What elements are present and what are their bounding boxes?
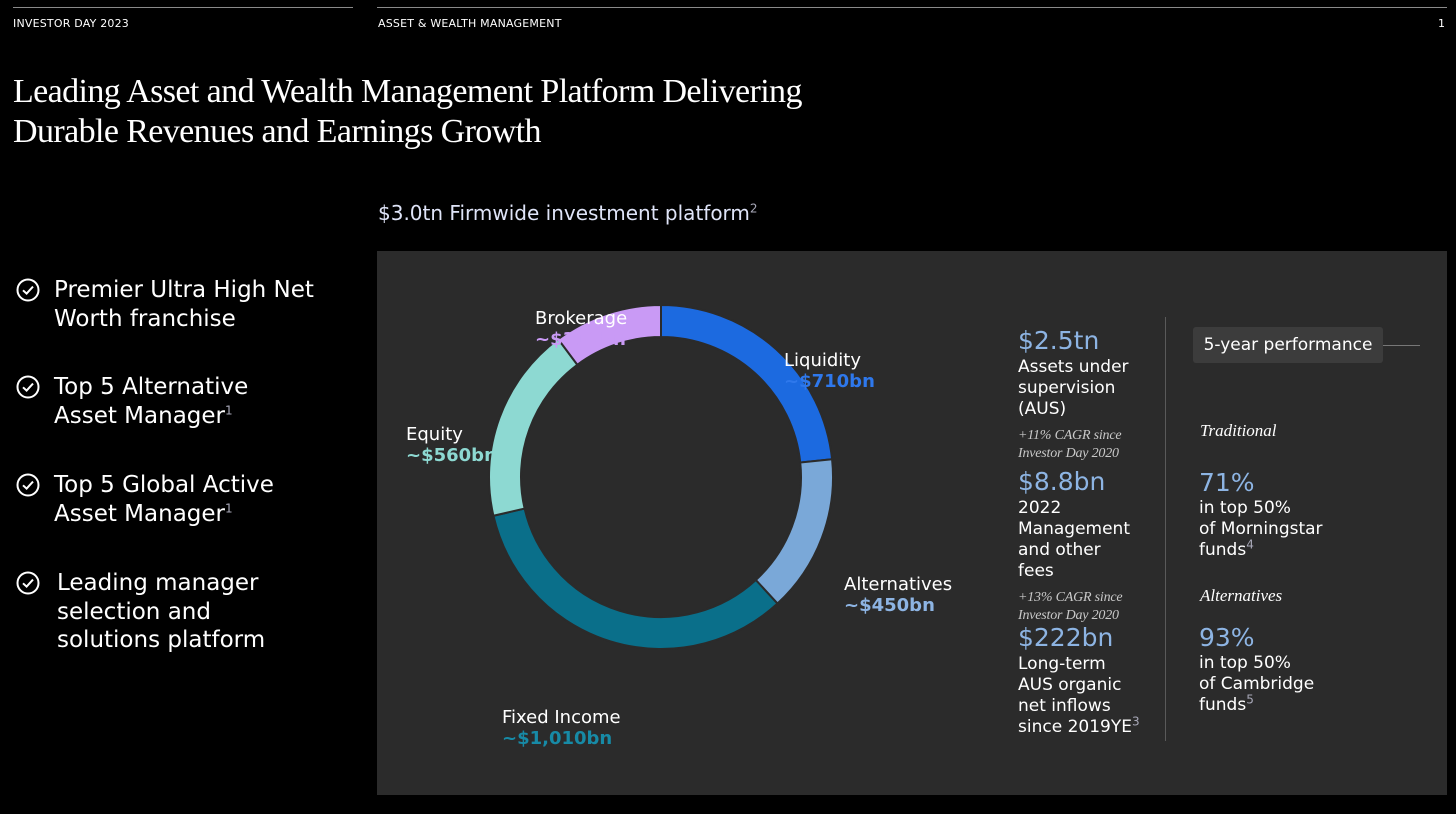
- bullet-2-text: Top 5 Alternative Asset Manager1: [54, 373, 284, 430]
- slice-value-alternatives: ~$450bn: [844, 595, 935, 616]
- perf-traditional-value: 71%: [1199, 468, 1255, 497]
- stat-aus-note: +11% CAGR since Investor Day 2020: [1018, 428, 1122, 461]
- slice-name-fixed-income: Fixed Income: [502, 707, 621, 728]
- slice-value-liquidity: ~$710bn: [784, 371, 875, 392]
- perf-alternatives-footnote: 5: [1246, 692, 1254, 707]
- check-circle-icon: [16, 375, 40, 399]
- header-rule-left: [13, 7, 353, 8]
- stat-fees-value: $8.8bn: [1018, 467, 1106, 496]
- slice-label-fixed-income: Fixed Income ~$1,010bn: [502, 707, 621, 749]
- check-circle-icon: [16, 571, 40, 595]
- stat-inflows-footnote: 3: [1131, 714, 1140, 729]
- bullet-3-label: Top 5 Global Active Asset Manager: [54, 472, 274, 527]
- chart-title-text: $3.0tn Firmwide investment platform: [378, 201, 750, 225]
- stat-fees-note: +13% CAGR since Investor Day 2020: [1018, 590, 1123, 623]
- perf-traditional-desc-3: funds: [1199, 540, 1247, 560]
- perf-alternatives: 93% in top 50% of Cambridge funds5: [1199, 623, 1359, 716]
- stat-fees-desc: 2022 Management and other fees: [1018, 498, 1138, 582]
- donut-slice-alternatives: [754, 458, 834, 605]
- bullet-3-text: Top 5 Global Active Asset Manager1: [54, 471, 294, 528]
- header-rule-right: [377, 7, 1447, 8]
- donut-chart: [488, 303, 834, 650]
- stat-fees-desc-text: 2022 Management and other fees: [1018, 498, 1130, 581]
- bullet-4-label: Leading manager selection and solutions …: [57, 570, 266, 653]
- stat-aus: $2.5tn Assets under supervision (AUS) +1…: [1018, 326, 1178, 463]
- performance-header: 5-year performance: [1193, 327, 1383, 363]
- platform-panel: Liquidity ~$710bn Alternatives ~$450bn F…: [377, 251, 1447, 795]
- stat-aus-value: $2.5tn: [1018, 326, 1100, 355]
- slice-value-fixed-income: ~$1,010bn: [502, 728, 613, 749]
- perf-traditional-desc-1: in top 50%: [1199, 498, 1291, 518]
- category-traditional: Traditional: [1200, 421, 1277, 440]
- slice-value-brokerage: ~$310bn: [535, 329, 626, 350]
- slice-label-equity: Equity ~$560bn: [406, 424, 497, 466]
- slice-name-alternatives: Alternatives: [844, 574, 953, 595]
- stat-inflows-value: $222bn: [1018, 623, 1114, 652]
- donut-slice-brokerage: [556, 303, 662, 367]
- perf-alternatives-desc: in top 50% of Cambridge funds5: [1199, 653, 1359, 716]
- bullet-3-footnote: 1: [225, 500, 233, 515]
- perf-alternatives-value: 93%: [1199, 623, 1255, 652]
- check-circle-icon: [16, 473, 40, 497]
- stat-fees: $8.8bn 2022 Management and other fees +1…: [1018, 467, 1178, 625]
- check-circle-icon: [16, 278, 40, 302]
- slice-label-alternatives: Alternatives ~$450bn: [844, 574, 952, 616]
- slice-name-liquidity: Liquidity: [784, 350, 862, 371]
- header-event: INVESTOR DAY 2023: [13, 17, 130, 30]
- slice-label-liquidity: Liquidity ~$710bn: [784, 350, 875, 392]
- page-title-line-1: Leading Asset and Wealth Management Plat…: [13, 73, 802, 110]
- perf-traditional-footnote: 4: [1246, 537, 1254, 552]
- page-title: Leading Asset and Wealth Management Plat…: [13, 72, 913, 152]
- page-title-line-2: Durable Revenues and Earnings Growth: [13, 113, 542, 150]
- page-number: 1: [1438, 17, 1446, 30]
- chart-title-footnote: 2: [749, 201, 758, 216]
- perf-alternatives-desc-3: funds: [1199, 695, 1247, 715]
- bullet-1-label: Premier Ultra High Net Worth franchise: [54, 277, 314, 332]
- donut-slice-equity: [488, 337, 579, 517]
- bullet-2-footnote: 1: [225, 402, 233, 417]
- slice-name-equity: Equity: [406, 424, 463, 445]
- stat-aus-desc-text: Assets under supervision (AUS): [1018, 357, 1129, 419]
- slice-label-brokerage: Brokerage ~$310bn: [535, 308, 627, 350]
- perf-traditional: 71% in top 50% of Morningstar funds4: [1199, 468, 1359, 561]
- bullet-2-label: Top 5 Alternative Asset Manager: [54, 374, 249, 429]
- perf-alternatives-desc-1: in top 50%: [1199, 653, 1291, 673]
- chart-title: $3.0tn Firmwide investment platform2: [378, 201, 758, 225]
- performance-header-rule: [1383, 345, 1420, 346]
- stat-inflows-desc: Long-term AUS organic net inflows since …: [1018, 654, 1143, 738]
- bullet-1-text: Premier Ultra High Net Worth franchise: [54, 276, 354, 333]
- column-divider: [1165, 317, 1166, 741]
- stat-inflows: $222bn Long-term AUS organic net inflows…: [1018, 623, 1178, 738]
- donut-slice-fixed-income: [492, 507, 779, 650]
- stat-inflows-desc-text: Long-term AUS organic net inflows since …: [1018, 654, 1132, 737]
- perf-alternatives-desc-2: of Cambridge: [1199, 674, 1315, 694]
- stat-aus-desc: Assets under supervision (AUS): [1018, 357, 1168, 420]
- header-section: ASSET & WEALTH MANAGEMENT: [378, 17, 562, 30]
- bullet-4-text: Leading manager selection and solutions …: [57, 569, 297, 655]
- slice-name-brokerage: Brokerage: [535, 308, 628, 329]
- category-alternatives: Alternatives: [1200, 586, 1283, 605]
- slice-value-equity: ~$560bn: [406, 445, 497, 466]
- perf-traditional-desc-2: of Morningstar: [1199, 519, 1323, 539]
- perf-traditional-desc: in top 50% of Morningstar funds4: [1199, 498, 1359, 561]
